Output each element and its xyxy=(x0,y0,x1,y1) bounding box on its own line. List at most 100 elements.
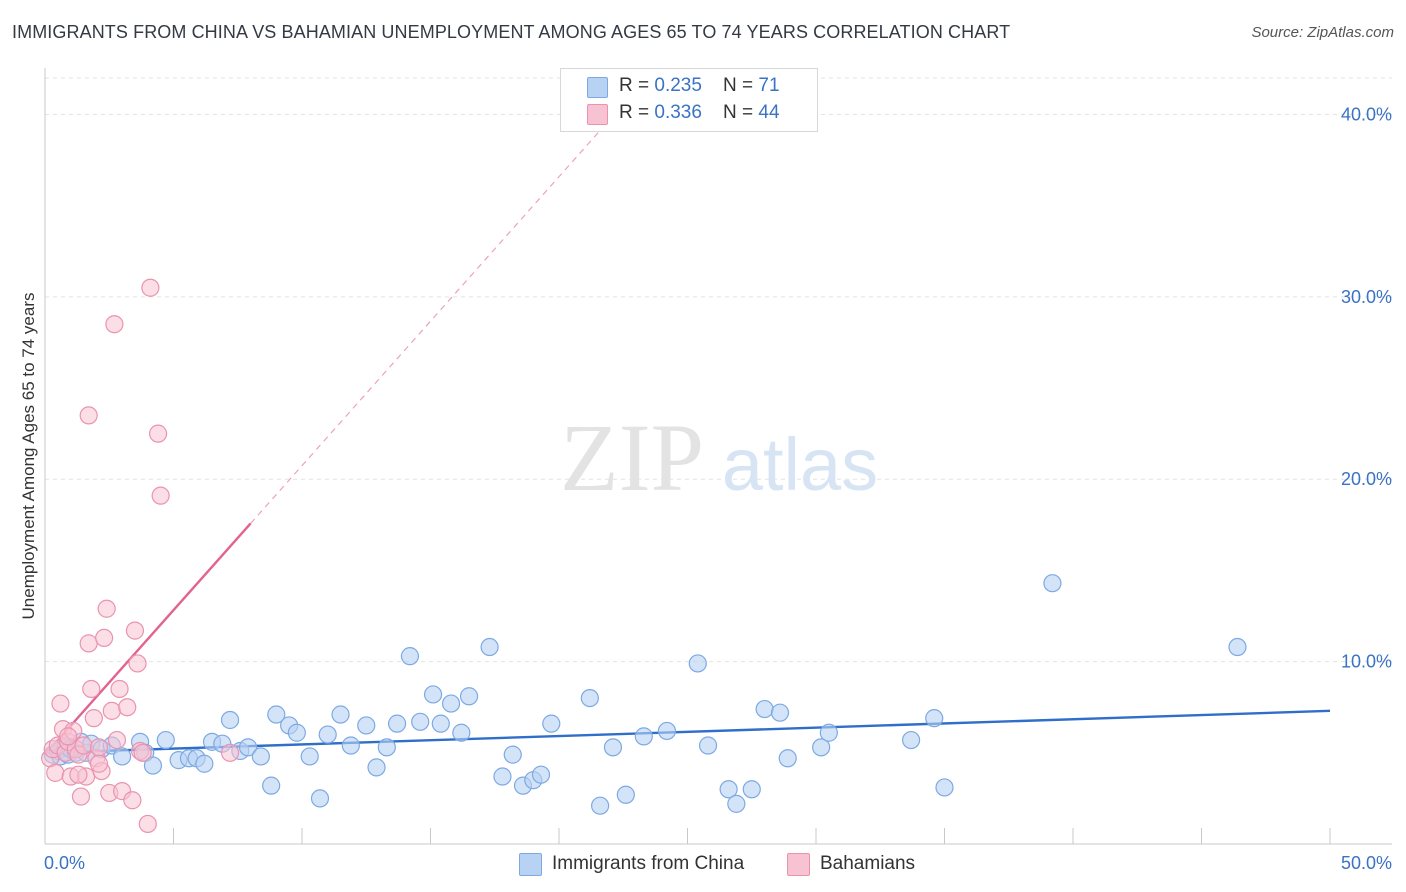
legend-swatch-china xyxy=(587,77,608,98)
point-china-35 xyxy=(341,736,360,755)
x-tick-label-min: 0.0% xyxy=(44,853,85,873)
point-china-15 xyxy=(143,756,163,775)
trend-lines xyxy=(44,86,1331,756)
point-bahamas-2 xyxy=(46,763,65,782)
chart-title: IMMIGRANTS FROM CHINA VS BAHAMIAN UNEMPL… xyxy=(12,22,1011,42)
legend-label-bahamas: Bahamians xyxy=(820,853,916,874)
point-china-25 xyxy=(238,738,258,757)
tick-labels: 10.0% 20.0% 30.0% 40.0% 0.0% 50.0% xyxy=(44,104,1392,873)
point-bahamas-36 xyxy=(128,654,147,673)
y-tick-label-30: 30.0% xyxy=(1341,287,1392,307)
point-china-38 xyxy=(377,738,396,757)
legend-swatch-china-bottom xyxy=(519,853,542,876)
legend-r-label-china: R = xyxy=(619,75,655,96)
point-china-57 xyxy=(616,785,635,804)
point-bahamas-29 xyxy=(123,791,142,810)
point-bahamas-37 xyxy=(148,424,168,443)
point-china-32 xyxy=(310,789,330,808)
point-bahamas-30 xyxy=(125,621,145,640)
legend-n-label-bahamas: N = xyxy=(723,102,759,123)
point-bahamas-33 xyxy=(138,814,157,834)
point-china-71 xyxy=(925,709,944,728)
legend-n-value-bahamas: 44 xyxy=(758,102,780,123)
point-bahamas-41 xyxy=(89,754,109,773)
point-china-65 xyxy=(755,699,774,719)
data-points xyxy=(41,278,1247,834)
trend-line-china xyxy=(44,709,1331,755)
legend-swatch-bahamas xyxy=(587,104,608,125)
point-china-70 xyxy=(901,730,921,750)
point-china-72 xyxy=(935,778,954,797)
point-china-41 xyxy=(411,712,430,731)
point-china-60 xyxy=(688,654,707,673)
y-tick-label-20: 20.0% xyxy=(1341,469,1392,489)
point-china-56 xyxy=(603,738,623,757)
point-bahamas-12 xyxy=(71,787,91,806)
legend-r-value-bahamas: 0.336 xyxy=(654,102,702,123)
axes xyxy=(44,68,1392,845)
legend-swatch-bahamas-bottom xyxy=(787,853,810,876)
point-china-28 xyxy=(267,705,286,724)
source-label: Source: ZipAtlas.com xyxy=(1251,24,1394,41)
point-china-43 xyxy=(431,714,450,733)
point-china-23 xyxy=(220,710,240,730)
point-bahamas-15 xyxy=(79,634,98,653)
point-china-54 xyxy=(580,688,599,708)
trend-line-bahamas xyxy=(44,522,252,756)
point-bahamas-23 xyxy=(102,701,121,720)
point-bahamas-43 xyxy=(220,743,240,762)
point-china-40 xyxy=(400,647,420,666)
point-china-33 xyxy=(318,725,337,744)
point-china-66 xyxy=(770,703,790,722)
watermark: ZIP atlas xyxy=(560,404,878,511)
point-china-73 xyxy=(1043,574,1062,593)
point-china-46 xyxy=(459,687,479,706)
point-bahamas-4 xyxy=(51,694,70,713)
point-bahamas-34 xyxy=(141,278,160,297)
point-china-63 xyxy=(727,794,746,813)
legend-n-label-china: N = xyxy=(723,75,759,96)
point-china-59 xyxy=(657,721,677,741)
legend-n-value-china: 71 xyxy=(758,75,780,96)
point-bahamas-17 xyxy=(84,709,103,728)
legend-r-label-bahamas: R = xyxy=(619,102,655,123)
point-bahamas-32 xyxy=(133,743,152,762)
point-china-53 xyxy=(542,714,561,733)
point-bahamas-35 xyxy=(79,406,98,425)
point-china-26 xyxy=(251,747,270,766)
point-china-68 xyxy=(812,738,831,757)
point-bahamas-26 xyxy=(110,679,129,699)
point-china-62 xyxy=(719,780,738,799)
point-bahamas-42 xyxy=(69,765,88,784)
point-china-52 xyxy=(531,765,551,784)
legend-stats: R = 0.235 N = 71 R = 0.336 N = 44 xyxy=(560,68,818,132)
point-bahamas-24 xyxy=(105,315,124,334)
point-china-44 xyxy=(441,694,461,713)
trend-line-bahamas-extension xyxy=(250,86,640,524)
point-bahamas-16 xyxy=(82,679,101,699)
point-bahamas-21 xyxy=(97,599,116,618)
legend-r-value-china: 0.235 xyxy=(654,75,702,96)
watermark-zip: ZIP xyxy=(560,404,704,511)
legend-label-china: Immigrants from China xyxy=(552,853,745,874)
point-china-42 xyxy=(423,685,443,704)
point-bahamas-38 xyxy=(151,486,170,505)
point-china-74 xyxy=(1228,637,1247,657)
point-china-37 xyxy=(367,758,386,777)
point-china-48 xyxy=(493,767,512,786)
point-bahamas-20 xyxy=(95,628,114,648)
point-china-20 xyxy=(195,754,214,773)
point-china-67 xyxy=(778,749,797,768)
point-bahamas-13 xyxy=(74,736,93,755)
point-china-69 xyxy=(819,723,838,742)
legend-series: Immigrants from China Bahamians xyxy=(0,852,1406,876)
y-tick-label-10: 10.0% xyxy=(1341,652,1392,672)
point-china-58 xyxy=(634,727,653,746)
point-bahamas-28 xyxy=(118,698,137,717)
point-bahamas-25 xyxy=(107,730,127,750)
point-china-47 xyxy=(480,637,499,657)
point-china-64 xyxy=(742,780,761,799)
point-china-27 xyxy=(262,776,281,795)
point-china-31 xyxy=(300,747,319,766)
